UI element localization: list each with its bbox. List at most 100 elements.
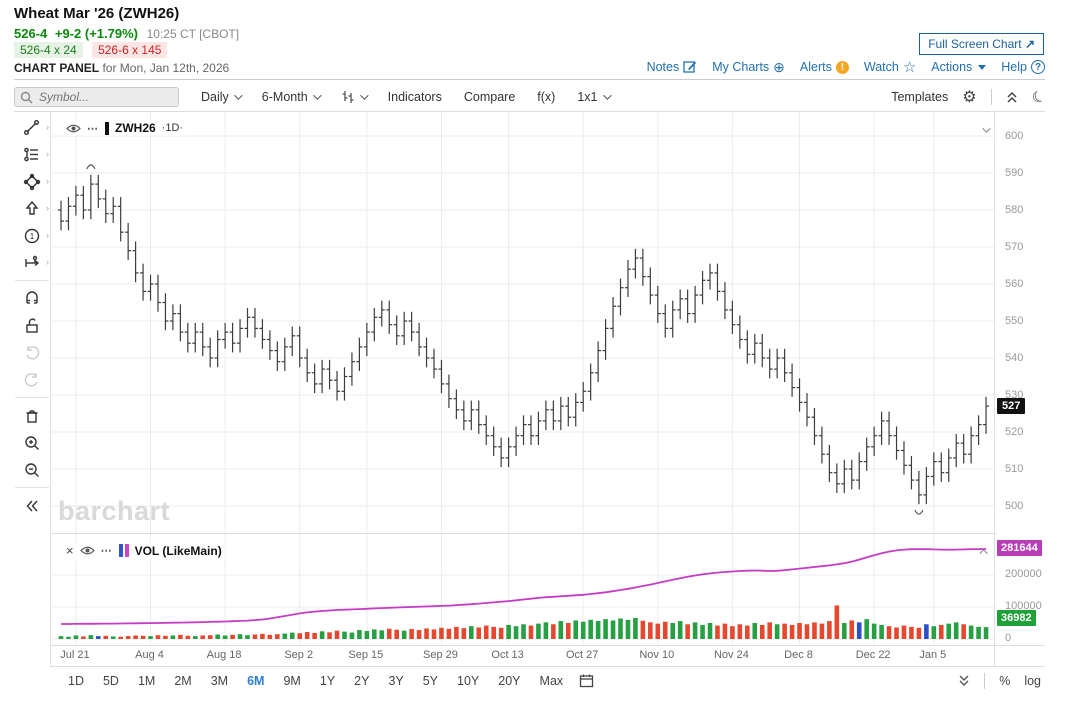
arrow-tool[interactable]: › — [15, 195, 49, 222]
pane-dropdown-caret[interactable] — [982, 120, 991, 138]
eye-icon[interactable] — [79, 545, 95, 556]
templates-label: Templates — [891, 90, 949, 104]
zoom-out-icon — [25, 462, 39, 477]
actions-label: Actions — [931, 60, 973, 74]
range-button-1m[interactable]: 1M — [137, 673, 156, 688]
range-button-20y[interactable]: 20Y — [498, 673, 521, 688]
price-tick-label: 530 — [1005, 389, 1024, 401]
tools-divider — [15, 397, 49, 398]
volume-pane[interactable]: × ⋯ VOL (LikeMain) — [51, 533, 996, 646]
date-tick-label: Dec 22 — [855, 649, 891, 661]
compare-label: Compare — [463, 90, 516, 104]
fx-button[interactable]: f(x) — [537, 90, 555, 104]
chart-plot-area: ⋯ ZWH26 ·1D· barchart × ⋯ VOL (LikeMain) — [50, 112, 996, 666]
panel-title: CHART PANEL — [14, 61, 100, 75]
fibonacci-tool[interactable]: › — [15, 141, 49, 168]
price-pane[interactable]: ⋯ ZWH26 ·1D· barchart — [51, 112, 996, 533]
header-links: Notes My Charts ⊕ Alerts ! Watch ☆ Actio… — [647, 58, 1045, 76]
full-screen-chart-button[interactable]: Full Screen Chart ↗ — [919, 33, 1044, 55]
range-button-5d[interactable]: 5D — [102, 673, 119, 688]
unlock-tool[interactable] — [15, 312, 49, 339]
grid-layout-dropdown[interactable]: 1x1 — [577, 90, 612, 104]
price-change: +9-2 (+1.79%) — [54, 26, 138, 41]
period-label: Daily — [201, 90, 229, 104]
price-tick-label: 560 — [1005, 278, 1024, 290]
eye-icon[interactable] — [66, 123, 81, 134]
date-tick-label: Jul 21 — [60, 649, 90, 661]
measure-tool[interactable]: › — [15, 249, 49, 276]
trendline-tool[interactable]: › — [15, 114, 49, 141]
ohlc-bars-icon — [342, 91, 354, 103]
right-axis[interactable]: 600 590 580 570 560 550 540 530 520 510 500 200000 1… — [996, 112, 1081, 666]
my-charts-link[interactable]: My Charts ⊕ — [712, 59, 785, 76]
range-button-6m[interactable]: 6M — [247, 673, 265, 688]
watch-link[interactable]: Watch ☆ — [864, 58, 916, 76]
legend-interval: ·1D· — [161, 122, 184, 134]
percent-scale-button[interactable]: % — [999, 673, 1011, 688]
shapes-icon — [23, 173, 41, 190]
range-label: 6-Month — [261, 90, 308, 104]
volume-swatch — [118, 544, 123, 557]
period-dropdown[interactable]: Daily — [201, 90, 243, 104]
delete-tool[interactable] — [15, 402, 49, 429]
range-button-5y[interactable]: 5Y — [422, 673, 439, 688]
magnet-tool[interactable] — [15, 285, 49, 312]
range-dropdown[interactable]: 6-Month — [261, 90, 322, 104]
volume-tick-label: 100000 — [1005, 600, 1042, 612]
range-button-3m[interactable]: 3M — [210, 673, 229, 688]
redo-button[interactable] — [15, 366, 49, 393]
watch-label: Watch — [863, 60, 899, 74]
help-label: Help — [1001, 60, 1027, 74]
range-button-1y[interactable]: 1Y — [319, 673, 336, 688]
question-circle-icon: ? — [1031, 60, 1045, 74]
measure-icon — [25, 255, 40, 267]
close-study-icon[interactable]: × — [66, 543, 74, 558]
unlock-icon — [26, 317, 38, 333]
annotation-number-tool[interactable]: 1 › — [15, 222, 49, 249]
zoom-out-button[interactable] — [15, 456, 49, 483]
help-link[interactable]: Help ? — [1001, 60, 1045, 74]
header-divider — [14, 79, 1045, 80]
gear-icon[interactable]: ⚙ — [962, 89, 977, 106]
external-arrow-icon: ↗ — [1024, 37, 1035, 51]
range-button-2m[interactable]: 2M — [174, 673, 192, 688]
range-button-9m[interactable]: 9M — [283, 673, 301, 688]
zoom-in-button[interactable] — [15, 429, 49, 456]
range-button-max[interactable]: Max — [539, 673, 564, 688]
compare-button[interactable]: Compare — [464, 90, 515, 104]
chevron-down-icon — [359, 91, 369, 100]
fibonacci-icon — [24, 147, 38, 161]
notes-link[interactable]: Notes — [647, 60, 698, 74]
indicators-button[interactable]: Indicators — [388, 90, 442, 104]
calendar-button[interactable] — [579, 673, 594, 688]
date-axis-rule — [50, 645, 1045, 666]
shapes-tool[interactable]: › — [15, 168, 49, 195]
chart-type-dropdown[interactable] — [341, 90, 369, 104]
pane-collapse-caret[interactable] — [979, 542, 988, 560]
templates-button[interactable]: Templates — [891, 90, 948, 104]
volume-chart-svg[interactable] — [51, 534, 996, 646]
series-menu-icon[interactable]: ⋯ — [87, 122, 99, 135]
collapse-down-icon[interactable] — [958, 674, 970, 687]
dark-mode-moon-icon[interactable]: ☾ — [1028, 86, 1049, 108]
price-chart-svg[interactable] — [51, 112, 996, 533]
range-button-2y[interactable]: 2Y — [354, 673, 370, 688]
alerts-link[interactable]: Alerts ! — [800, 60, 849, 74]
log-scale-button[interactable]: log — [1024, 673, 1041, 688]
alerts-label: Alerts — [799, 60, 832, 74]
chart-panel-label: CHART PANEL for Mon, Jan 12th, 2026 — [14, 61, 229, 75]
undo-button[interactable] — [15, 339, 49, 366]
current-volume-badge: 36982 — [997, 610, 1036, 627]
symbol-input[interactable] — [14, 87, 179, 107]
range-button-10y[interactable]: 10Y — [457, 673, 480, 688]
date-tick-label: Aug 4 — [135, 649, 164, 661]
actions-dropdown[interactable]: Actions — [931, 60, 987, 74]
study-menu-icon[interactable]: ⋯ — [100, 545, 113, 557]
toolbar-right: Templates ⚙ ☾ — [891, 86, 1049, 108]
collapse-sidebar-button[interactable] — [15, 492, 49, 519]
redo-icon — [24, 372, 38, 387]
range-button-3y[interactable]: 3Y — [388, 673, 404, 688]
range-button-1d[interactable]: 1D — [68, 673, 84, 688]
collapse-up-icon[interactable] — [1006, 91, 1018, 104]
range-buttons: 1D 5D 1M 2M 3M 6M 9M 1Y 2Y 3Y 5Y 10Y 20Y Max — [68, 674, 563, 688]
